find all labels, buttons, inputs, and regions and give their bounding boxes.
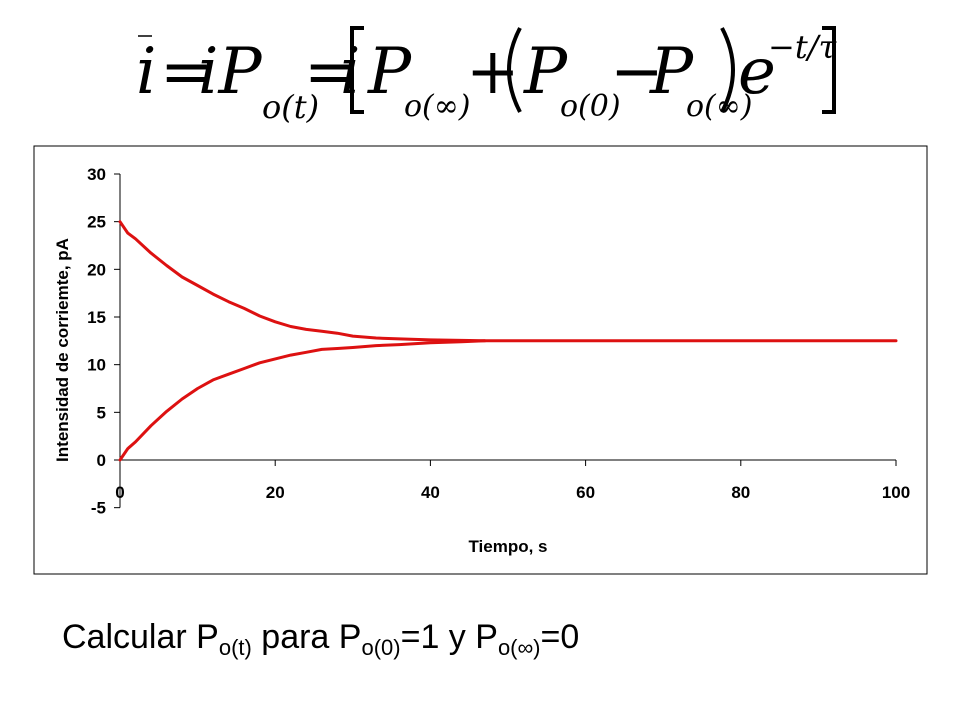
caption-lead: Calcular P [62,618,219,656]
x-axis-title: Tiempo, s [468,537,547,556]
y-tick-label: 15 [87,308,106,327]
caption-sub-oinf: o(∞) [497,635,541,660]
caption: Calcular Po(t) para Po(0)=1 y Po(∞)=0 [62,618,579,661]
caption-sub-o0: o(0) [361,635,401,660]
x-tick-label: 20 [266,483,285,502]
formula-exp-base: e [738,35,776,109]
formula-p-inf-sub: o(∞) [404,89,470,124]
caption-mid-1: para P [251,618,362,656]
chart-frame [33,145,928,575]
x-tick-label: 0 [115,483,124,502]
y-tick-label: 0 [97,451,106,470]
caption-sub-ot: o(t) [218,635,252,660]
formula-lhs: i [136,35,156,109]
y-tick-label: -5 [91,499,106,518]
formula-equals-2: = [304,35,358,109]
formula-p0-sub: o(0) [560,89,621,124]
axes: -5 0 5 10 15 20 25 30 0 20 40 60 80 100 [87,165,910,518]
y-tick-label: 20 [87,260,106,279]
y-axis-title: Intensidad de corriemte, pA [53,238,72,462]
formula-p-inf-2: P [649,35,694,109]
formula-equals-1: = [160,35,214,109]
y-tick-label: 25 [87,213,106,232]
y-tick-label: 10 [87,356,106,375]
formula: i = iP o(t) = i P o(∞) + P o(0) − P o(∞)… [136,26,837,126]
x-tick-label: 40 [421,483,440,502]
left-bracket [350,26,364,114]
series-line-2 [118,339,898,462]
series-group [118,220,898,462]
caption-mid-2: =1 y P [400,618,498,656]
formula-p0: P [523,35,568,109]
series-line-1 [118,220,487,343]
left-paren [507,27,522,113]
formula-p-inf-2-sub: o(∞) [686,89,752,124]
y-tick-label: 5 [97,403,106,422]
formula-term1-sub: o(t) [262,88,319,126]
x-tick-label: 60 [576,483,595,502]
formula-term1: iP [198,35,262,109]
formula-minus: − [610,35,664,109]
right-paren [720,27,735,113]
x-tick-label: 80 [731,483,750,502]
caption-tail: =0 [540,618,580,656]
formula-p-inf: P [367,35,412,109]
right-bracket [822,26,836,114]
formula-exp-power: −t/τ [768,28,837,66]
y-tick-label: 30 [87,165,106,184]
x-tick-label: 100 [882,483,910,502]
